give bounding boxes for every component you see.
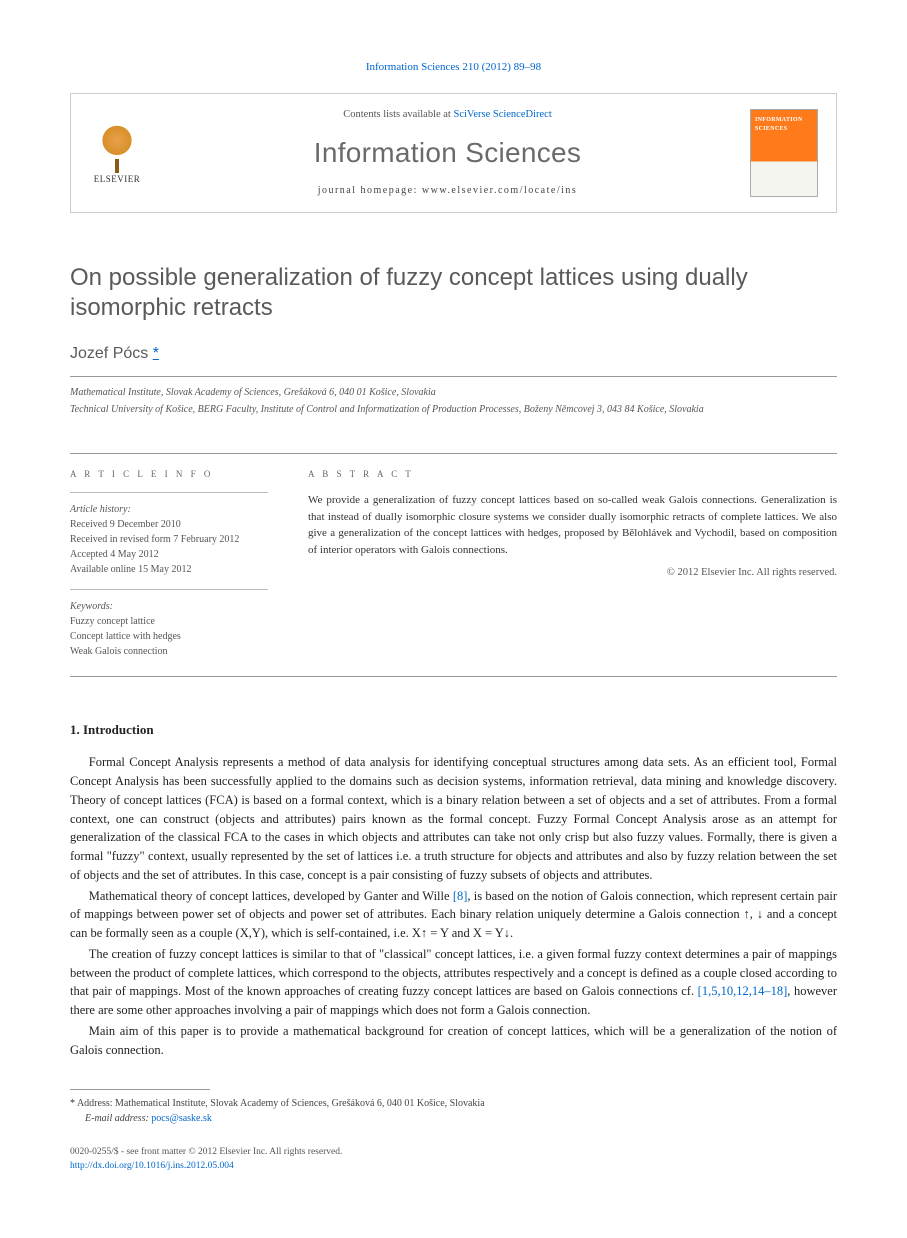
footnote-rule [70, 1089, 210, 1090]
history-line: Available online 15 May 2012 [70, 563, 268, 577]
abstract-text: We provide a generalization of fuzzy con… [308, 492, 837, 558]
section-1-heading: 1. Introduction [70, 721, 837, 739]
p2-text-a: Mathematical theory of concept lattices,… [89, 889, 453, 903]
article-info-heading: A R T I C L E I N F O [70, 468, 268, 481]
article-info-column: A R T I C L E I N F O Article history: R… [70, 453, 268, 677]
abstract-copyright: © 2012 Elsevier Inc. All rights reserved… [308, 566, 837, 581]
ref-multi-link[interactable]: [1,5,10,12,14–18] [698, 984, 788, 998]
journal-name: Information Sciences [163, 133, 732, 172]
abstract-heading: A B S T R A C T [308, 468, 837, 481]
keywords-label: Keywords: [70, 600, 268, 614]
history-label: Article history: [70, 503, 268, 517]
journal-cover-thumbnail: INFORMATION SCIENCES [750, 109, 818, 197]
header-center: Contents lists available at SciVerse Sci… [163, 108, 732, 198]
affiliation-1: Mathematical Institute, Slovak Academy o… [70, 385, 837, 400]
elsevier-text: ELSEVIER [94, 173, 141, 186]
footnote-email-link[interactable]: pocs@saske.sk [151, 1113, 212, 1124]
bottom-block: 0020-0255/$ - see front matter © 2012 El… [70, 1146, 837, 1173]
author-corresponding-mark[interactable]: * [153, 345, 159, 362]
article-info-rule [70, 492, 268, 493]
contents-line: Contents lists available at SciVerse Sci… [163, 108, 732, 123]
footnote-address-label: Address: [77, 1098, 115, 1109]
sciencedirect-link[interactable]: SciVerse ScienceDirect [453, 109, 551, 120]
article-title: On possible generalization of fuzzy conc… [70, 263, 837, 323]
intro-para-4: Main aim of this paper is to provide a m… [70, 1022, 837, 1060]
history-line: Accepted 4 May 2012 [70, 548, 268, 562]
doi-link[interactable]: http://dx.doi.org/10.1016/j.ins.2012.05.… [70, 1161, 234, 1171]
journal-homepage: journal homepage: www.elsevier.com/locat… [163, 184, 732, 198]
corresponding-footnote: * Address: Mathematical Institute, Slova… [70, 1096, 837, 1126]
cover-thumb-title: INFORMATION SCIENCES [755, 116, 813, 133]
history-line: Received in revised form 7 February 2012 [70, 533, 268, 547]
meta-row: A R T I C L E I N F O Article history: R… [70, 453, 837, 678]
footnote-email-label: E-mail address: [85, 1113, 151, 1124]
author-line: Jozef Pócs * [70, 343, 837, 365]
intro-para-3: The creation of fuzzy concept lattices i… [70, 945, 837, 1020]
keyword: Weak Galois connection [70, 645, 268, 659]
keyword: Concept lattice with hedges [70, 630, 268, 644]
journal-header: ELSEVIER Contents lists available at Sci… [70, 93, 837, 213]
abstract-column: A B S T R A C T We provide a generalizat… [308, 454, 837, 677]
footnote-address: Mathematical Institute, Slovak Academy o… [115, 1098, 485, 1109]
page-container: Information Sciences 210 (2012) 89–98 EL… [0, 0, 907, 1213]
affiliation-2: Technical University of Košice, BERG Fac… [70, 402, 837, 417]
footnote-mark: * [70, 1098, 75, 1109]
intro-para-1: Formal Concept Analysis represents a met… [70, 753, 837, 884]
keyword: Fuzzy concept lattice [70, 615, 268, 629]
contents-prefix: Contents lists available at [343, 109, 453, 120]
affiliation-rule [70, 376, 837, 377]
elsevier-logo: ELSEVIER [89, 121, 145, 185]
top-citation: Information Sciences 210 (2012) 89–98 [70, 60, 837, 75]
ref-8-link[interactable]: [8] [453, 889, 468, 903]
keywords-rule [70, 589, 268, 590]
history-line: Received 9 December 2010 [70, 518, 268, 532]
intro-para-2: Mathematical theory of concept lattices,… [70, 887, 837, 943]
front-matter-line: 0020-0255/$ - see front matter © 2012 El… [70, 1146, 837, 1159]
elsevier-tree-icon [95, 125, 139, 169]
author-name: Jozef Pócs [70, 345, 148, 362]
